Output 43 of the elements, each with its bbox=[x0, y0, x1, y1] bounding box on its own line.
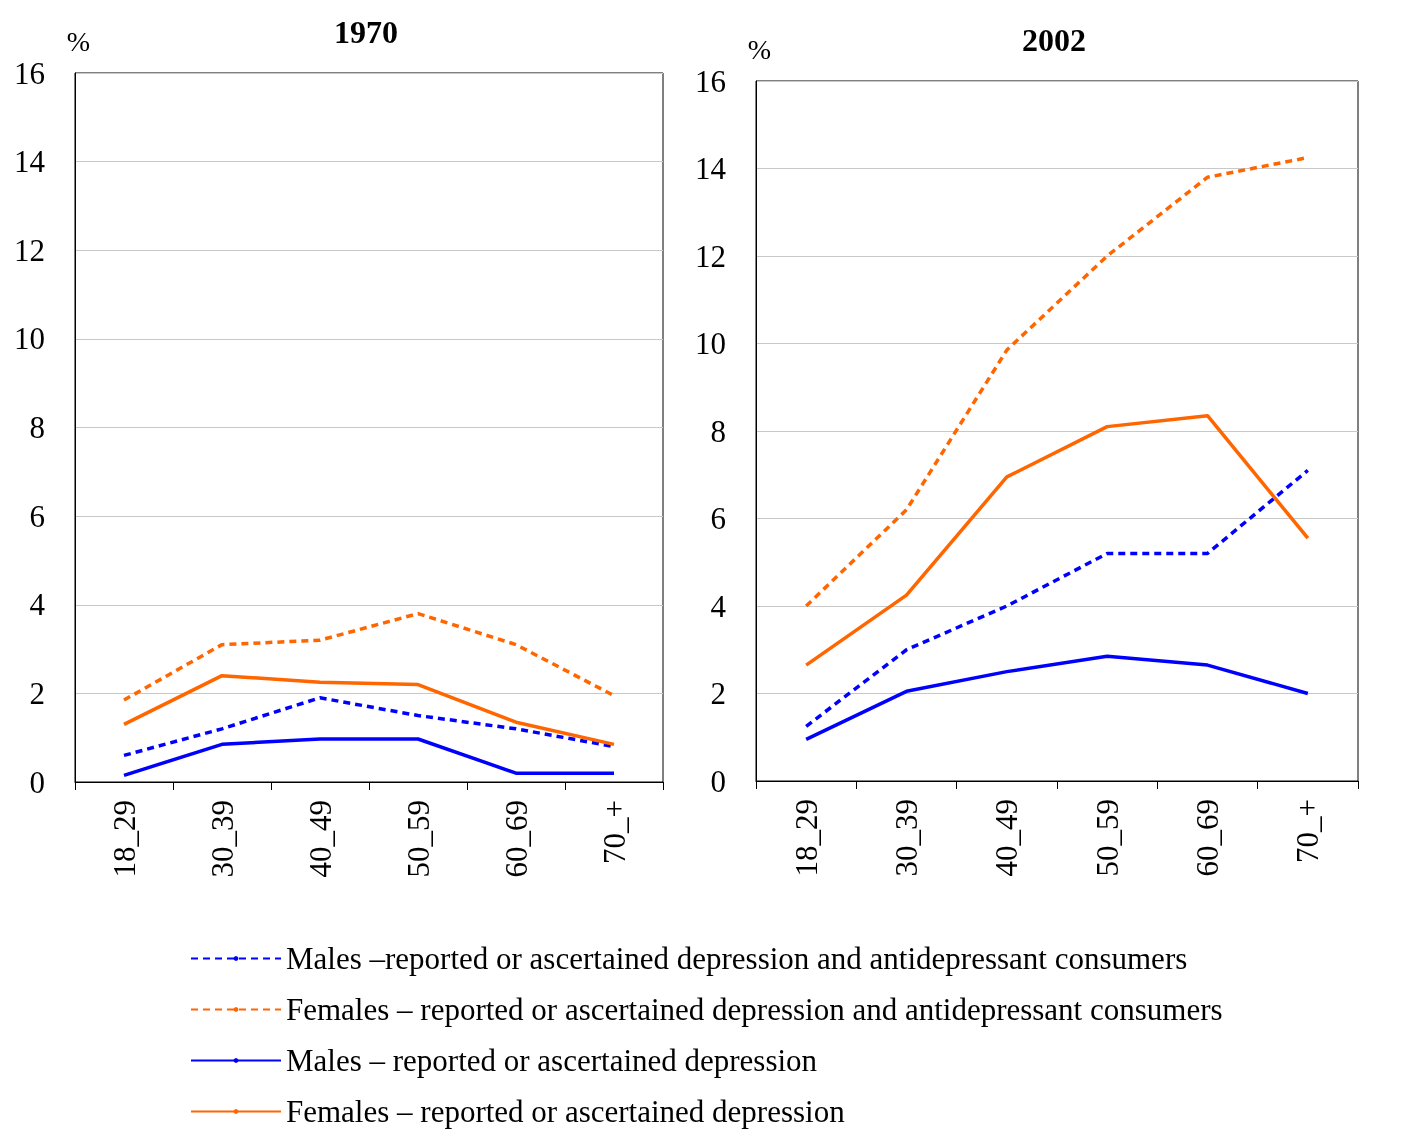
line-series bbox=[122, 673, 616, 747]
y-tick-label: 16 bbox=[695, 63, 726, 99]
y-tick-label: 6 bbox=[29, 498, 45, 534]
line-series bbox=[804, 654, 1310, 742]
x-tick-label: 60_69 bbox=[1190, 799, 1225, 877]
y-tick-label: 8 bbox=[29, 410, 45, 445]
y-tick-label: 14 bbox=[695, 151, 727, 186]
y-axis-title: % bbox=[66, 25, 90, 57]
line-series bbox=[804, 468, 1310, 729]
x-tick-label: 70_+ bbox=[1290, 799, 1326, 863]
y-tick-label: 0 bbox=[710, 763, 726, 799]
legend-label: Females – reported or ascertained depression and antidepressant consumers bbox=[286, 992, 1223, 1027]
x-tick-label: 40_49 bbox=[302, 800, 338, 878]
y-tick-label: 10 bbox=[14, 321, 45, 357]
y-tick-label: 2 bbox=[710, 676, 726, 711]
legend-label: Females – reported or ascertained depression bbox=[286, 1094, 846, 1129]
chart-title: 2002 bbox=[1022, 22, 1086, 58]
y-tick-label: 16 bbox=[14, 55, 45, 91]
line-series bbox=[804, 413, 1310, 667]
y-tick-label: 12 bbox=[14, 232, 45, 268]
x-tick-label: 18_29 bbox=[106, 800, 142, 878]
y-tick-label: 14 bbox=[14, 144, 46, 180]
y-tick-label: 2 bbox=[29, 675, 45, 711]
x-tick-label: 70_+ bbox=[596, 800, 632, 864]
x-tick-label: 18_29 bbox=[788, 799, 824, 877]
x-tick-label: 50_59 bbox=[1089, 799, 1125, 877]
x-tick-label: 50_59 bbox=[400, 800, 436, 878]
legend-label: Males –reported or ascertained depression and antidepressant consumers bbox=[286, 941, 1188, 976]
y-tick-label: 10 bbox=[695, 326, 726, 361]
y-tick-label: 4 bbox=[710, 588, 727, 624]
line-series bbox=[122, 737, 616, 778]
y-tick-label: 8 bbox=[710, 413, 726, 449]
x-tick-label: 60_69 bbox=[498, 800, 534, 878]
x-tick-label: 30_39 bbox=[889, 799, 924, 877]
x-tick-label: 30_39 bbox=[204, 800, 240, 878]
y-tick-label: 4 bbox=[29, 587, 46, 623]
y-tick-label: 12 bbox=[695, 238, 726, 274]
chart-title: 1970 bbox=[334, 14, 398, 50]
y-tick-label: 0 bbox=[29, 764, 45, 800]
x-tick-label: 40_49 bbox=[989, 799, 1025, 877]
legend-label: Males – reported or ascertained depression bbox=[286, 1043, 818, 1078]
y-tick-label: 6 bbox=[710, 501, 726, 536]
y-axis-title: % bbox=[747, 33, 771, 65]
